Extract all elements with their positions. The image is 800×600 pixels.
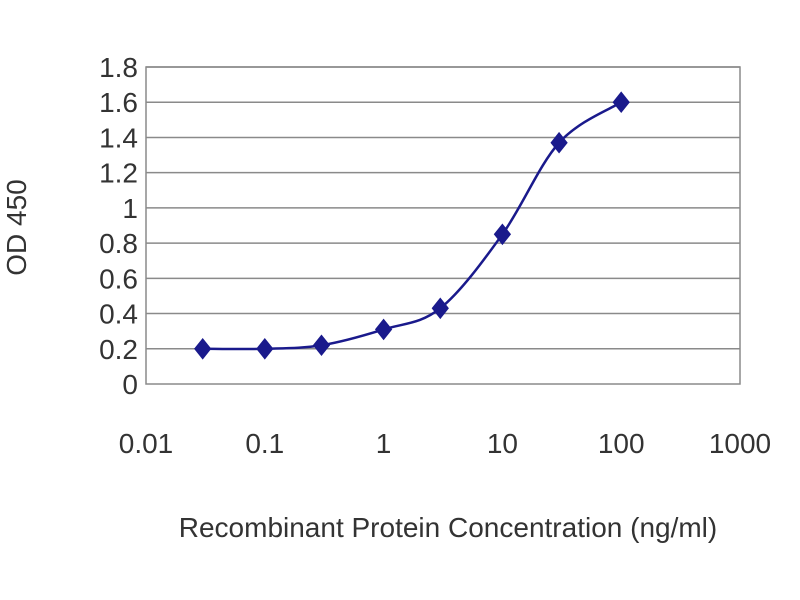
- y-tick-label: 1.2: [99, 158, 138, 189]
- x-tick-label: 10: [487, 428, 518, 459]
- y-axis-tick-labels: 0 0.2 0.4 0.6 0.8 1 1.2 1.4 1.6 1.8: [99, 52, 138, 400]
- y-tick-label: 0.8: [99, 228, 138, 259]
- data-point-marker: [431, 297, 449, 320]
- x-tick-label: 0.01: [119, 428, 174, 459]
- x-tick-label: 1: [376, 428, 392, 459]
- y-tick-label: 1.4: [99, 122, 138, 153]
- data-point-marker: [493, 223, 512, 246]
- data-point-markers: [194, 91, 630, 360]
- x-tick-label: 1000: [709, 428, 771, 459]
- x-tick-label: 0.1: [245, 428, 284, 459]
- x-axis-tick-labels: 0.01 0.1 1 10 100 1000: [119, 428, 771, 459]
- y-tick-label: 0: [122, 369, 138, 400]
- x-tick-label: 100: [598, 428, 645, 459]
- data-point-marker: [612, 91, 630, 114]
- y-tick-label: 1: [122, 193, 138, 224]
- x-axis-title: Recombinant Protein Concentration (ng/ml…: [179, 512, 717, 543]
- y-tick-label: 1.6: [99, 87, 138, 118]
- data-point-marker: [374, 318, 393, 341]
- y-tick-label: 0.2: [99, 334, 138, 365]
- data-point-marker: [256, 337, 274, 360]
- y-tick-label: 0.6: [99, 263, 138, 294]
- plot-area-frame: [145, 66, 741, 385]
- series-line: [201, 100, 623, 351]
- y-tick-label: 1.8: [99, 52, 138, 83]
- data-point-marker: [194, 337, 212, 360]
- y-axis-title: OD 450: [1, 179, 32, 276]
- data-point-marker: [550, 131, 568, 154]
- y-tick-label: 0.4: [99, 299, 138, 330]
- data-point-marker: [312, 334, 331, 357]
